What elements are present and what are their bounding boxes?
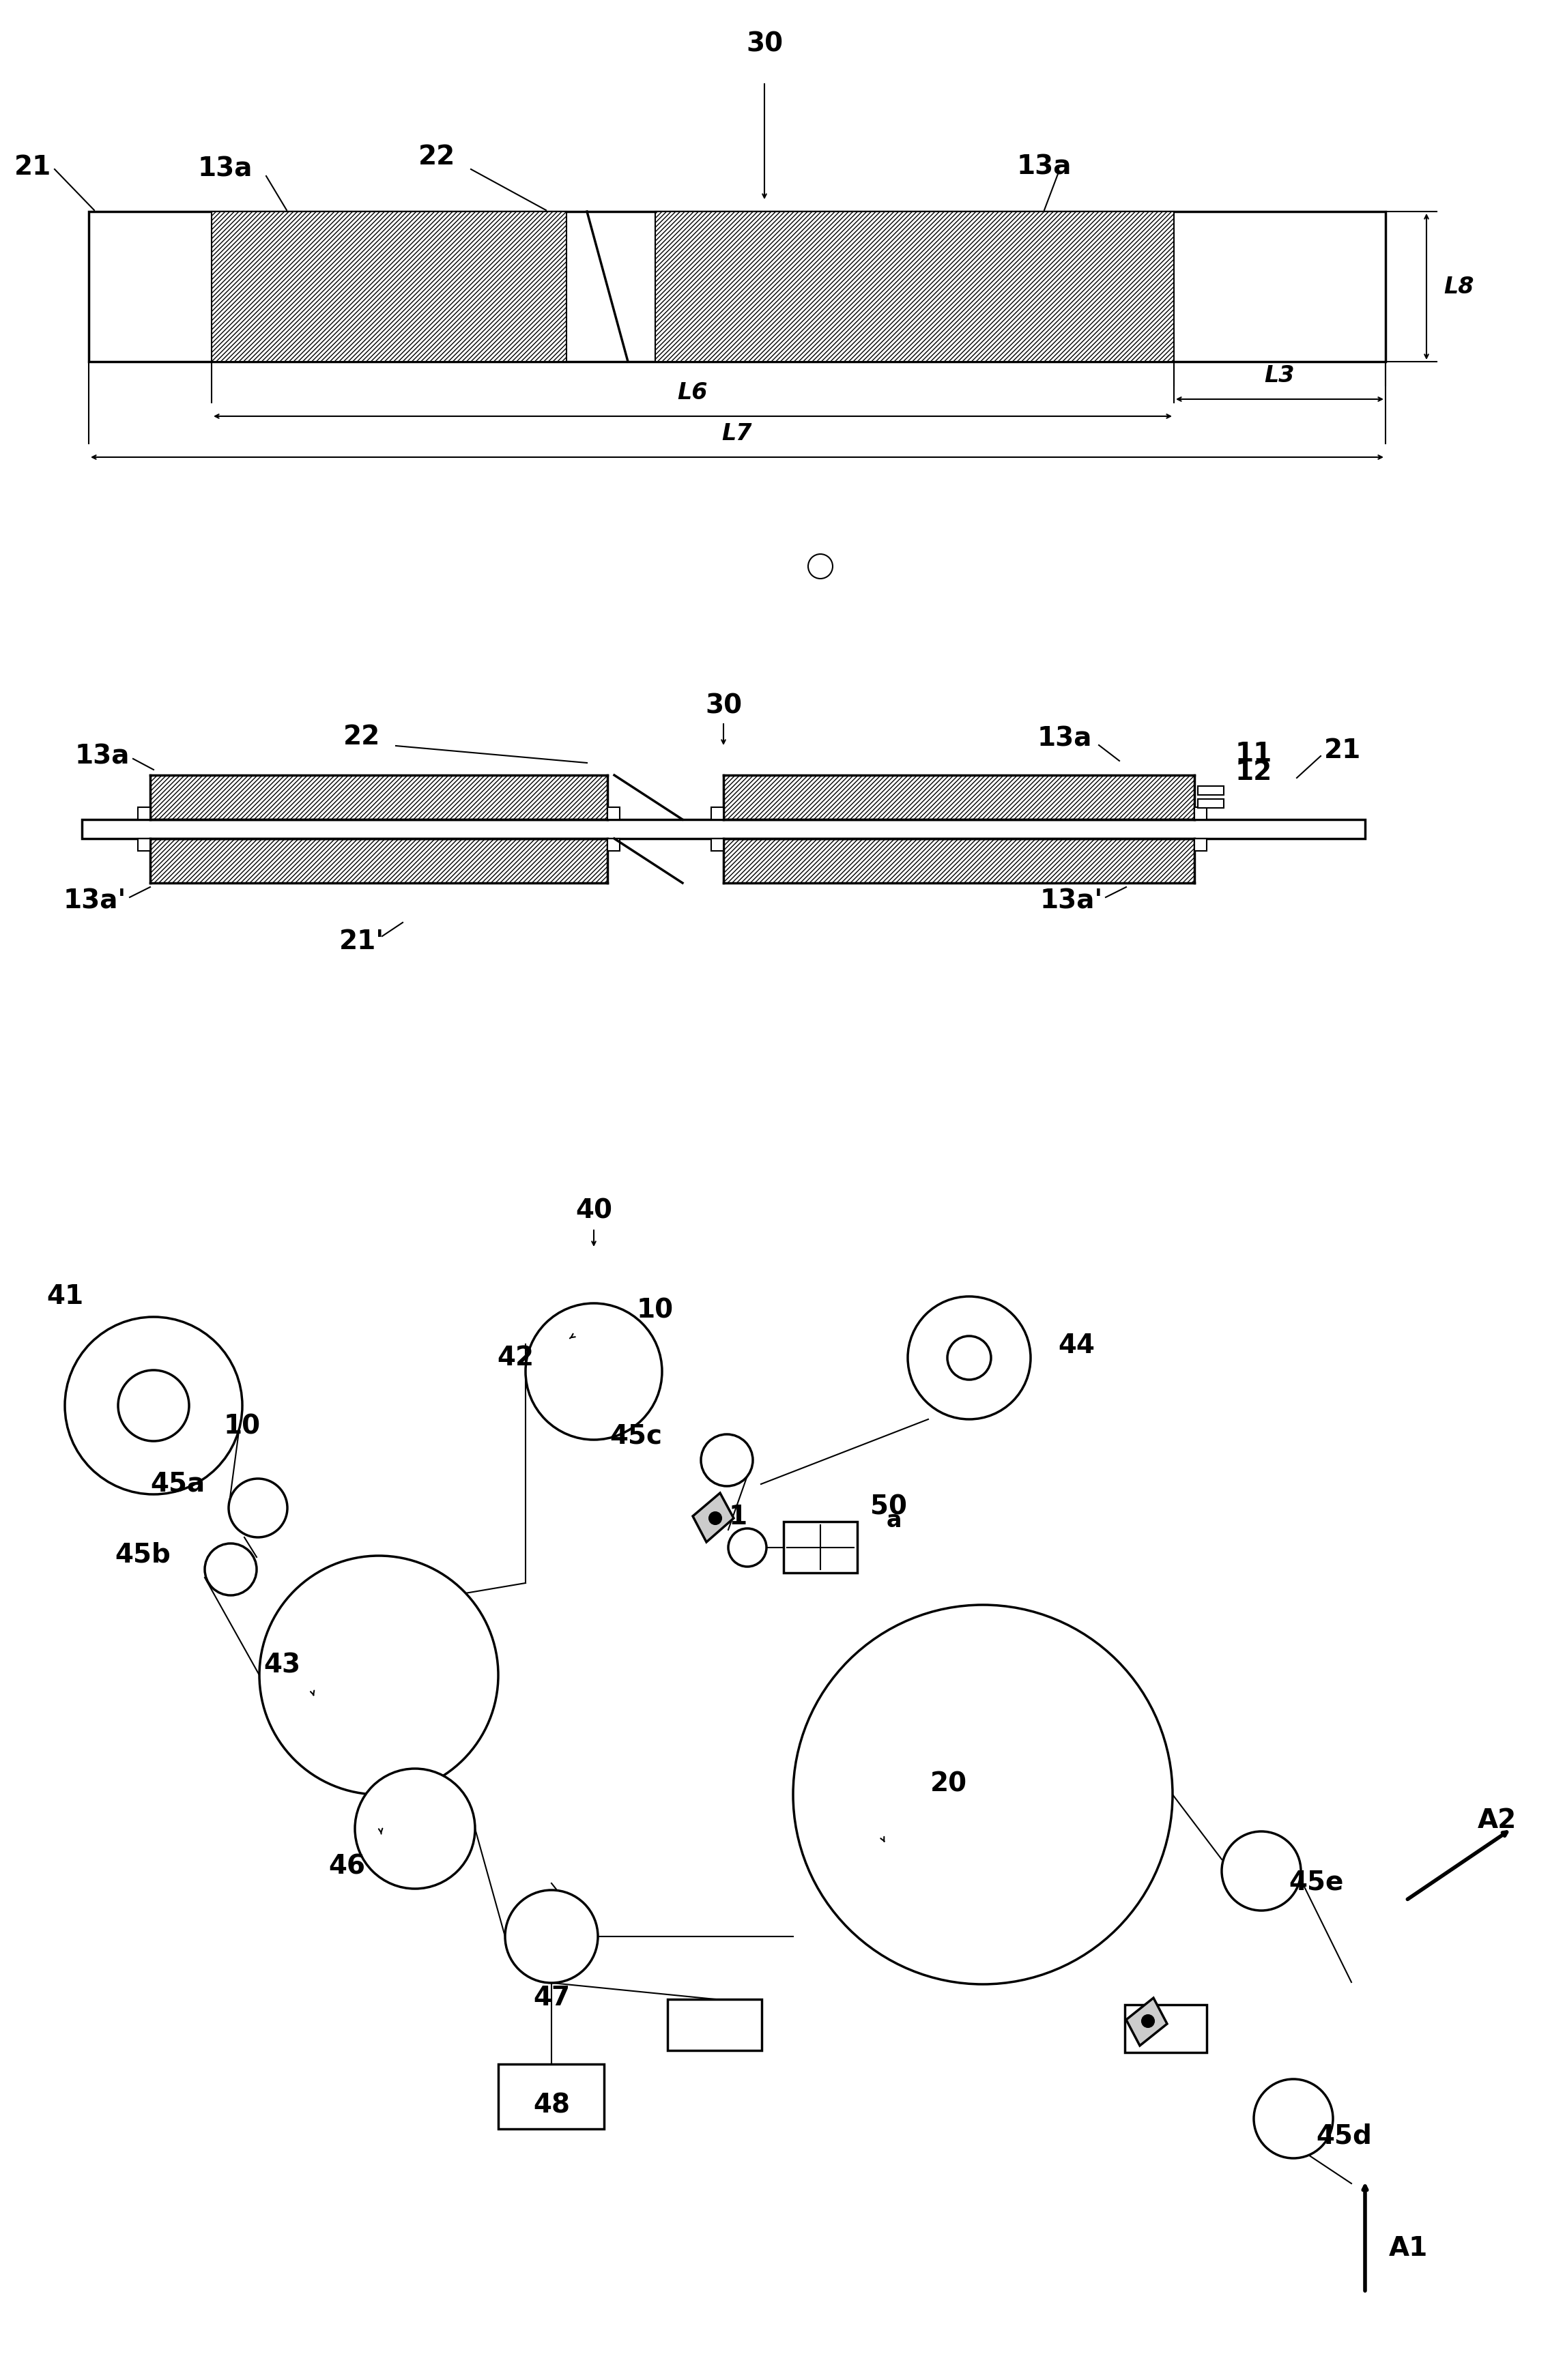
Circle shape xyxy=(1221,1830,1300,1911)
Text: 22: 22 xyxy=(343,724,380,750)
Bar xyxy=(150,776,608,819)
Bar xyxy=(138,807,150,819)
Bar xyxy=(82,819,1366,838)
Text: L6: L6 xyxy=(677,381,708,405)
Text: 48: 48 xyxy=(533,2092,570,2118)
Text: 22: 22 xyxy=(418,143,456,169)
Text: 21': 21' xyxy=(339,928,384,954)
Text: L7: L7 xyxy=(722,421,752,445)
Text: L3: L3 xyxy=(1265,364,1294,388)
Circle shape xyxy=(205,1545,257,1595)
Text: 45a: 45a xyxy=(150,1471,205,1497)
Text: a: a xyxy=(887,1509,902,1530)
Text: 13a': 13a' xyxy=(64,888,126,914)
Text: 13a: 13a xyxy=(1037,726,1093,752)
Text: 45e: 45e xyxy=(1288,1868,1344,1894)
Text: 12: 12 xyxy=(1235,759,1273,785)
Bar xyxy=(212,212,566,362)
Text: A1: A1 xyxy=(1389,2235,1428,2261)
Text: 45b: 45b xyxy=(115,1542,170,1568)
Text: 51: 51 xyxy=(710,1504,747,1528)
Bar xyxy=(1198,785,1224,795)
Polygon shape xyxy=(693,1492,733,1542)
Circle shape xyxy=(505,1890,598,1983)
Circle shape xyxy=(794,1604,1172,1985)
Bar xyxy=(784,1521,857,1573)
Circle shape xyxy=(259,1557,498,1795)
Text: 20: 20 xyxy=(930,1771,967,1797)
Bar xyxy=(724,776,1195,819)
Text: 47: 47 xyxy=(533,1985,570,2011)
Text: 10: 10 xyxy=(637,1297,674,1323)
Circle shape xyxy=(65,1316,242,1495)
Circle shape xyxy=(908,1297,1031,1418)
Text: 41: 41 xyxy=(46,1283,84,1309)
Bar xyxy=(724,838,1195,883)
Circle shape xyxy=(701,1435,753,1485)
Bar xyxy=(668,1999,761,2052)
Circle shape xyxy=(355,1768,474,1890)
Text: 30: 30 xyxy=(746,31,783,57)
Text: 46: 46 xyxy=(329,1854,366,1880)
Polygon shape xyxy=(1127,1997,1167,2047)
Text: 42: 42 xyxy=(498,1345,533,1371)
Circle shape xyxy=(229,1478,287,1537)
Text: 45c: 45c xyxy=(609,1423,662,1449)
Text: 49: 49 xyxy=(698,2011,733,2037)
Text: 50: 50 xyxy=(870,1495,907,1518)
Text: 43: 43 xyxy=(264,1652,301,1678)
Bar xyxy=(608,807,620,819)
Bar xyxy=(1195,838,1207,852)
Text: 30: 30 xyxy=(705,693,742,719)
Text: 13a: 13a xyxy=(198,157,253,183)
Text: 45d: 45d xyxy=(1316,2123,1372,2149)
Text: A2: A2 xyxy=(1477,1806,1517,1833)
Bar xyxy=(138,838,150,852)
Bar xyxy=(608,838,620,852)
Circle shape xyxy=(1142,2016,1155,2028)
Bar xyxy=(711,807,724,819)
Bar xyxy=(1125,2004,1207,2052)
Bar xyxy=(711,838,724,852)
Circle shape xyxy=(525,1304,662,1440)
Text: 13a: 13a xyxy=(1017,155,1071,181)
Text: 21: 21 xyxy=(14,155,51,181)
Bar xyxy=(656,212,1173,362)
Circle shape xyxy=(710,1511,721,1523)
Text: 13a: 13a xyxy=(74,743,130,769)
Text: 10: 10 xyxy=(223,1414,260,1440)
Bar xyxy=(1198,800,1224,809)
Text: 44: 44 xyxy=(1059,1333,1094,1359)
Text: 21: 21 xyxy=(1324,738,1361,764)
Text: L8: L8 xyxy=(1443,276,1474,298)
Bar xyxy=(150,838,608,883)
Bar xyxy=(88,212,1386,362)
Text: 13a': 13a' xyxy=(1040,888,1104,914)
Circle shape xyxy=(728,1528,766,1566)
Text: 40: 40 xyxy=(575,1197,612,1223)
Circle shape xyxy=(947,1335,990,1380)
Circle shape xyxy=(118,1371,189,1442)
Bar xyxy=(498,2063,604,2128)
Text: 11: 11 xyxy=(1235,740,1273,766)
Circle shape xyxy=(808,555,832,578)
Circle shape xyxy=(1254,2080,1333,2159)
Bar xyxy=(1195,807,1207,819)
